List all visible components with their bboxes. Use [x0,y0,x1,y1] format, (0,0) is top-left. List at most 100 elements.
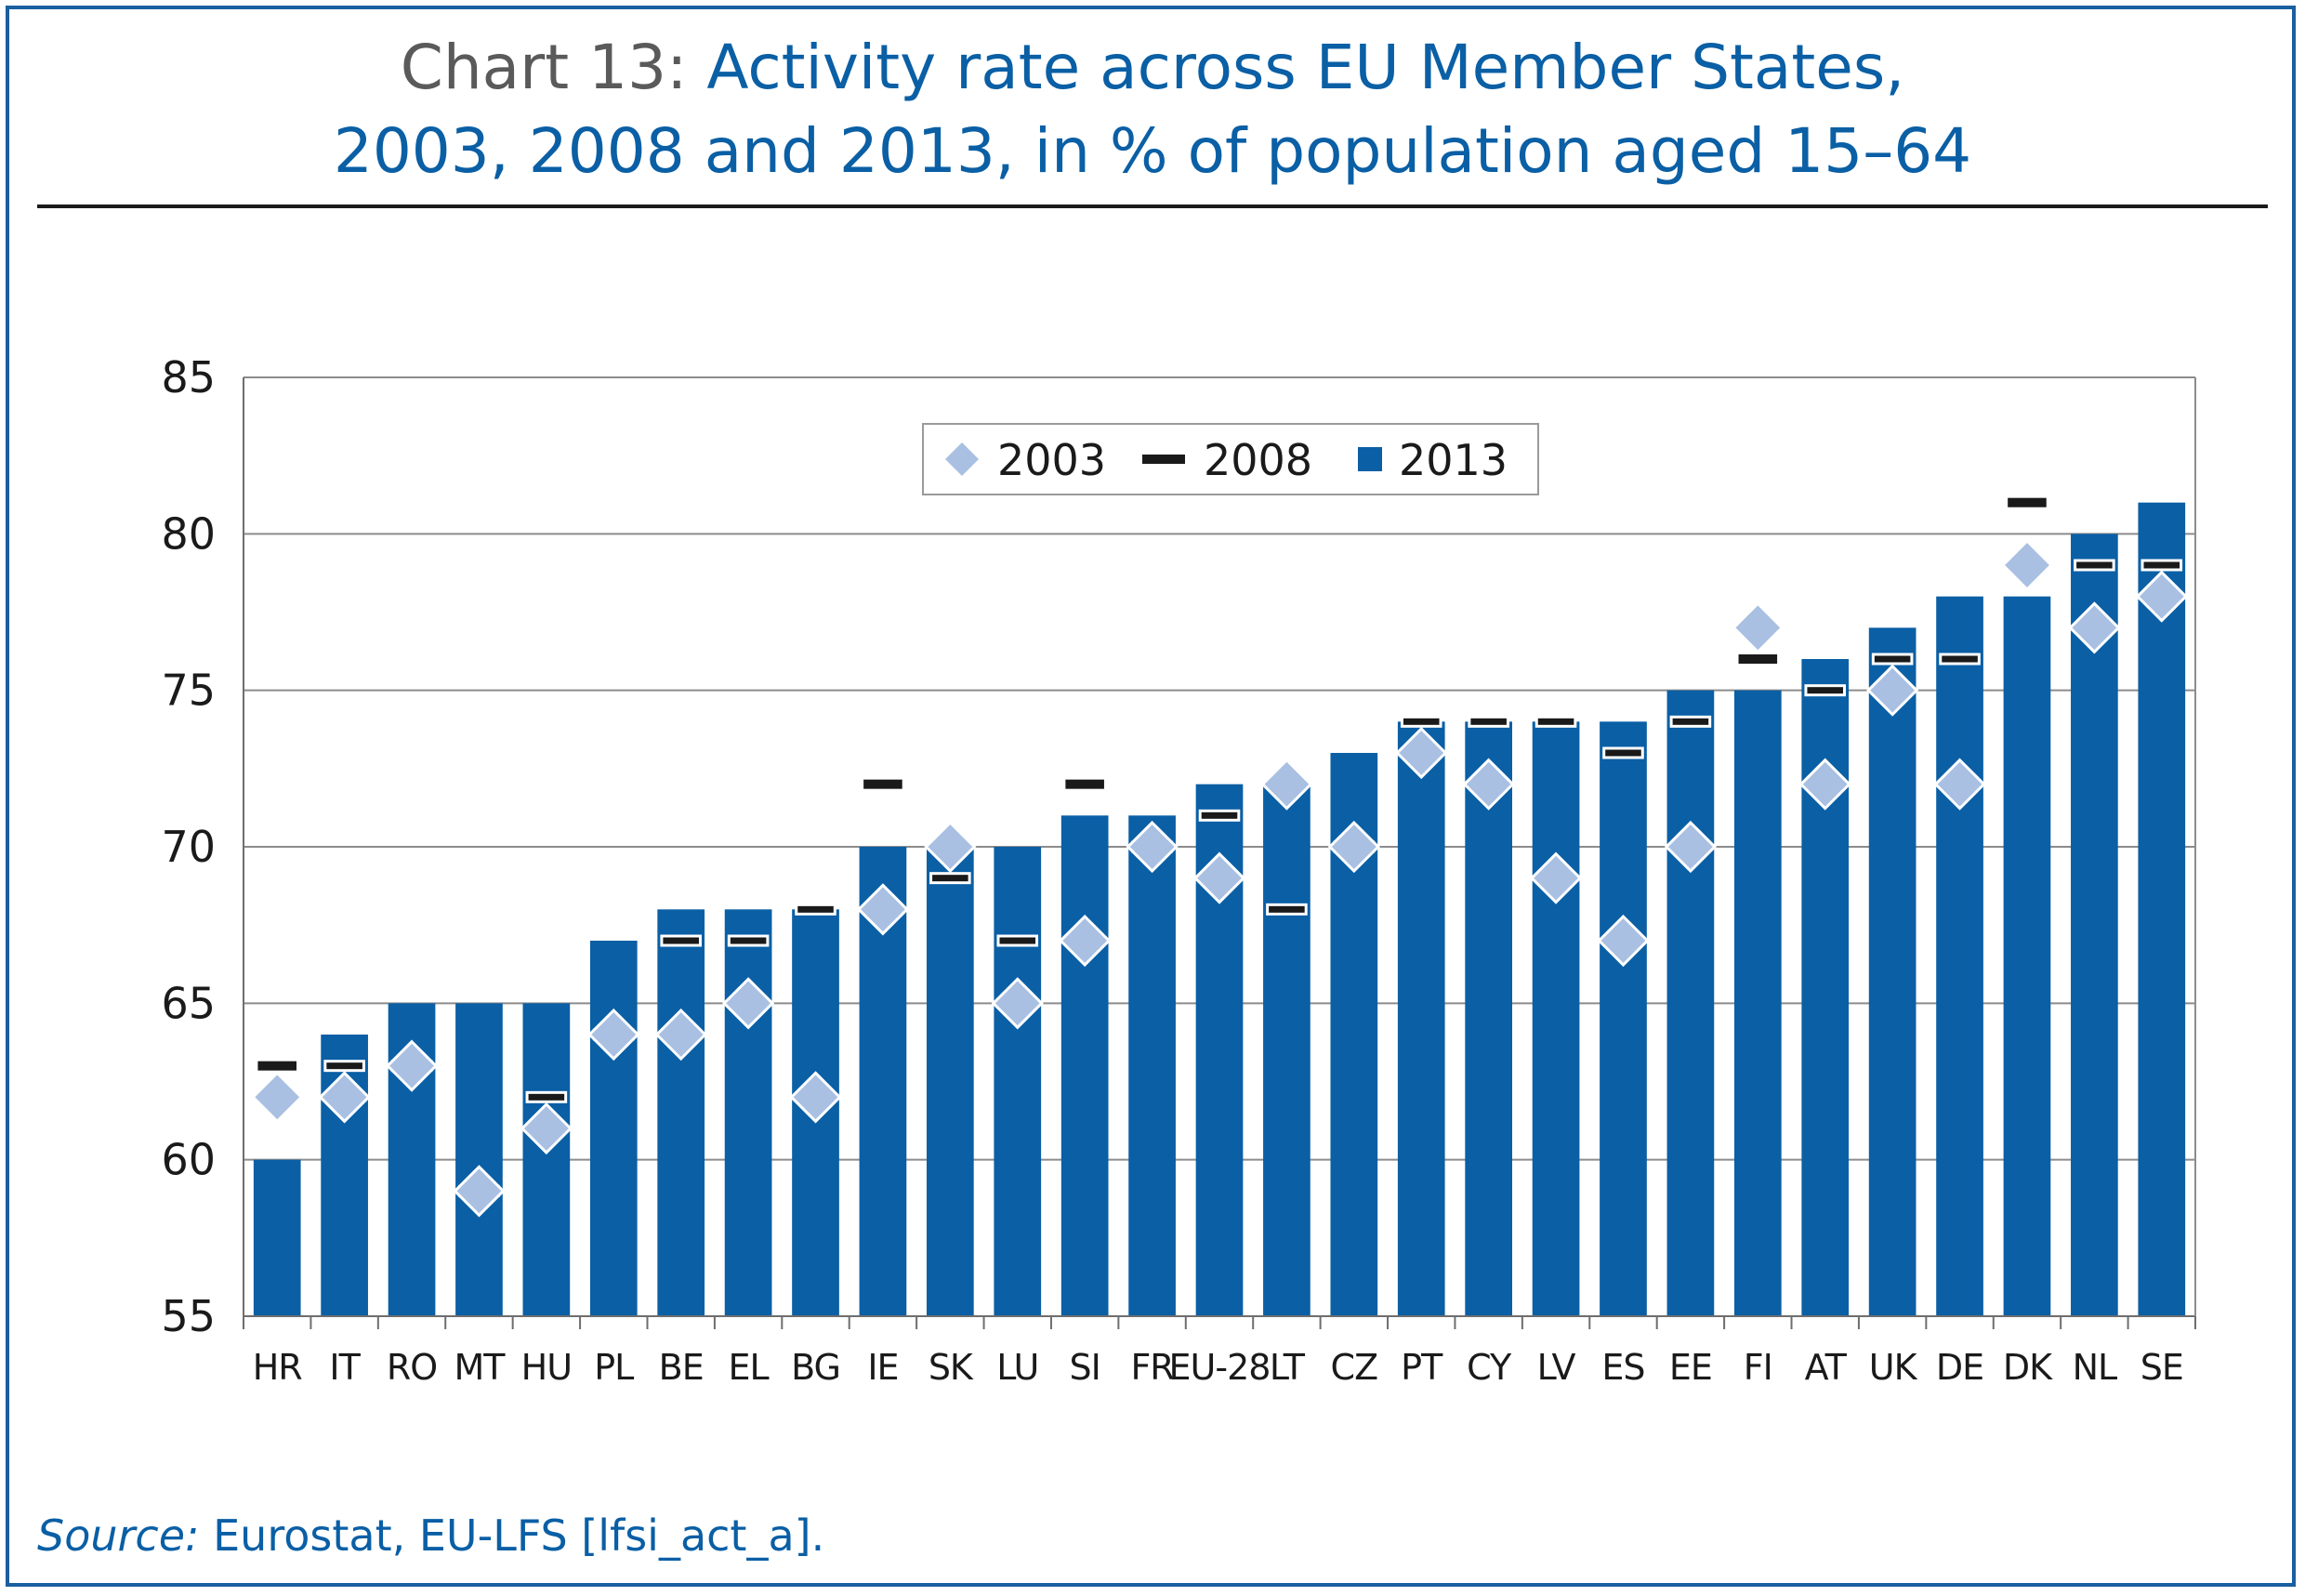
x-tick-label: SK [929,1347,974,1388]
bars-2013 [253,502,2186,1316]
bar-2013 [2003,596,2051,1316]
bar-2013 [1263,784,1311,1316]
x-tick-label: BE [659,1347,704,1388]
bar-2013 [1868,627,1916,1316]
bar-2013 [657,909,705,1316]
marker-2008 [1738,654,1778,664]
marker-2008 [1871,653,1914,666]
x-tick-label: MT [454,1347,506,1388]
marker-2008 [1065,779,1104,789]
marker-2008 [525,1090,568,1103]
x-tick-label: BG [791,1347,840,1388]
x-tick-label: EU-28 [1169,1347,1271,1388]
x-tick-label: AT [1805,1347,1848,1388]
x-tick-label: SI [1070,1347,1100,1388]
y-tick-label: 60 [161,1135,216,1185]
marker-2003 [924,820,977,874]
axes: 55 60 65 70 75 80 85 HR IT RO MT HU PL BE EL BG IE SK LU SI… [161,352,2196,1388]
source-label: Source: [37,1510,200,1561]
marker-2003 [1732,601,1785,654]
marker-2008 [257,1061,296,1071]
marker-2003 [587,1008,640,1062]
marker-2008 [2074,559,2115,572]
x-tick-label: IT [329,1347,361,1388]
marker-2008 [727,934,770,947]
marker-2008 [323,1060,365,1073]
marker-2003 [1192,851,1246,904]
marker-2008 [996,934,1039,947]
bar-2013 [1060,815,1109,1316]
legend-marker-2003 [945,442,979,476]
marker-2008 [1468,715,1509,728]
marker-2008 [660,934,702,947]
x-tick-label: LV [1537,1347,1576,1388]
marker-2003 [1260,758,1313,811]
markers-2003 [251,538,2188,1218]
marker-2003 [251,1071,304,1124]
marker-2003 [1933,758,1986,811]
x-tick-label: DK [2003,1347,2053,1388]
y-tick-label: 55 [161,1291,216,1341]
legend-marker-2013 [1358,447,1382,471]
x-tick-label: HU [521,1347,572,1388]
marker-2003 [2000,538,2054,592]
marker-2003 [991,977,1044,1030]
marker-2008 [929,872,971,885]
x-tick-label: DE [1936,1347,1983,1388]
marker-2008 [1400,715,1442,728]
x-tick-label: FI [1744,1347,1772,1388]
x-tick-label: EL [729,1347,770,1388]
marker-2003 [789,1071,842,1124]
x-tick-label: LU [996,1347,1038,1388]
bar-2013 [589,941,638,1316]
marker-2003 [1059,914,1112,968]
bar-2013 [1532,721,1580,1316]
y-tick-label: 70 [161,822,216,872]
bar-2013 [1128,815,1176,1316]
x-tick-label: SE [2140,1347,2183,1388]
marker-2008 [1939,653,1981,666]
bar-2013 [1936,596,1983,1316]
x-tick-label: NL [2073,1347,2117,1388]
marker-2008 [1534,715,1577,728]
legend-marker-2008 [1142,455,1185,464]
y-tick-label: 85 [161,352,216,402]
marker-2008 [1266,903,1308,916]
marker-2003 [318,1071,371,1124]
x-tick-label: PT [1401,1347,1443,1388]
x-tick-label: ES [1601,1347,1644,1388]
title-divider [37,204,2268,208]
x-tick-label: LT [1270,1347,1306,1388]
legend-label-2008: 2008 [1204,435,1312,485]
bar-2013 [1465,721,1512,1316]
marker-2003 [1462,758,1515,811]
marker-2003 [385,1039,439,1092]
bar-chart: 55 60 65 70 75 80 85 HR IT RO MT HU PL BE EL BG IE SK LU SI… [161,352,2196,1388]
marker-2003 [654,1008,707,1062]
marker-2003 [520,1101,573,1155]
source-note: Source: Eurostat, EU-LFS [lfsi_act_a]. [37,1510,824,1561]
legend-label-2013: 2013 [1399,435,1508,485]
x-tick-label: IE [867,1347,898,1388]
x-tick-label: UK [1869,1347,1918,1388]
marker-2008 [1198,809,1241,822]
marker-2003 [1395,726,1448,780]
bar-2013 [522,1003,571,1316]
title-line-2: 2003, 2008 and 2013, in % of population … [333,115,1972,187]
marker-2003 [1529,851,1583,904]
x-tick-label: HR [253,1347,303,1388]
marker-2003 [1597,914,1650,968]
marker-2008 [1669,715,1712,728]
bar-2013 [1397,721,1445,1316]
x-tick-label: CZ [1331,1347,1378,1388]
marker-2003 [1327,820,1380,874]
title-line-1: Activity rate across EU Member States, [687,32,1905,103]
marker-2003 [856,883,910,936]
bar-2013 [1600,721,1647,1316]
chart-title: Chart 13: Activity rate across EU Member… [0,26,2305,193]
bar-2013 [1666,690,1715,1316]
x-tick-label: PL [594,1347,634,1388]
bar-2013 [994,847,1042,1316]
y-tick-label: 80 [161,508,216,559]
bar-2013 [1733,690,1782,1316]
